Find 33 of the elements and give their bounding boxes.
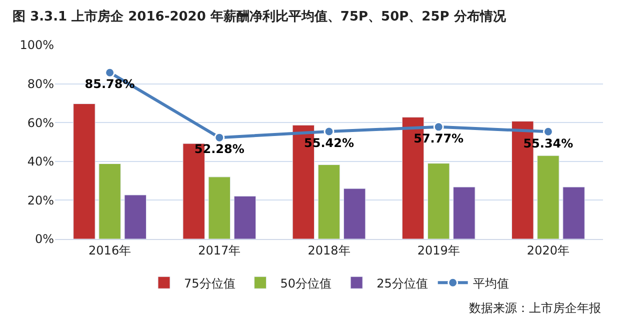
y-tick-label: 80% (27, 77, 54, 91)
legend-label: 平均值 (472, 276, 509, 290)
bar (318, 164, 340, 239)
point (324, 126, 334, 137)
bar (73, 104, 96, 239)
point (214, 132, 225, 143)
bar (124, 194, 146, 239)
y-tick-label: 0% (34, 232, 54, 246)
x-tick-label: 2017年 (198, 243, 241, 258)
bar (208, 176, 231, 239)
legend-label: 50分位值 (280, 276, 332, 290)
bar (453, 186, 476, 239)
x-tick-label: 2018年 (308, 243, 350, 258)
legend-label: 75分位值 (184, 276, 236, 290)
bar (234, 196, 256, 239)
y-tick-label: 60% (27, 116, 54, 130)
x-tick-label: 2019年 (417, 243, 460, 258)
bar (98, 163, 121, 239)
bar (537, 155, 560, 239)
legend-label: 25分位值 (376, 276, 428, 290)
bar (343, 188, 366, 239)
y-tick-label: 100% (20, 38, 54, 52)
x-tick-label: 2016年 (88, 243, 132, 258)
bar (562, 186, 585, 239)
x-tick-label: 2020年 (526, 243, 570, 258)
point (542, 126, 554, 137)
y-tick-label: 40% (27, 154, 54, 169)
point (104, 67, 116, 78)
point (433, 122, 444, 132)
chart-title: 图 3.3.1 上市房企 2016-2020 年薪酬净利比平均值、75P、50P、25P 分布情况 (12, 8, 507, 25)
source-note: 数据来源：上市房企年报 (469, 301, 601, 315)
bar (427, 163, 450, 239)
y-tick-label: 20% (27, 193, 54, 208)
